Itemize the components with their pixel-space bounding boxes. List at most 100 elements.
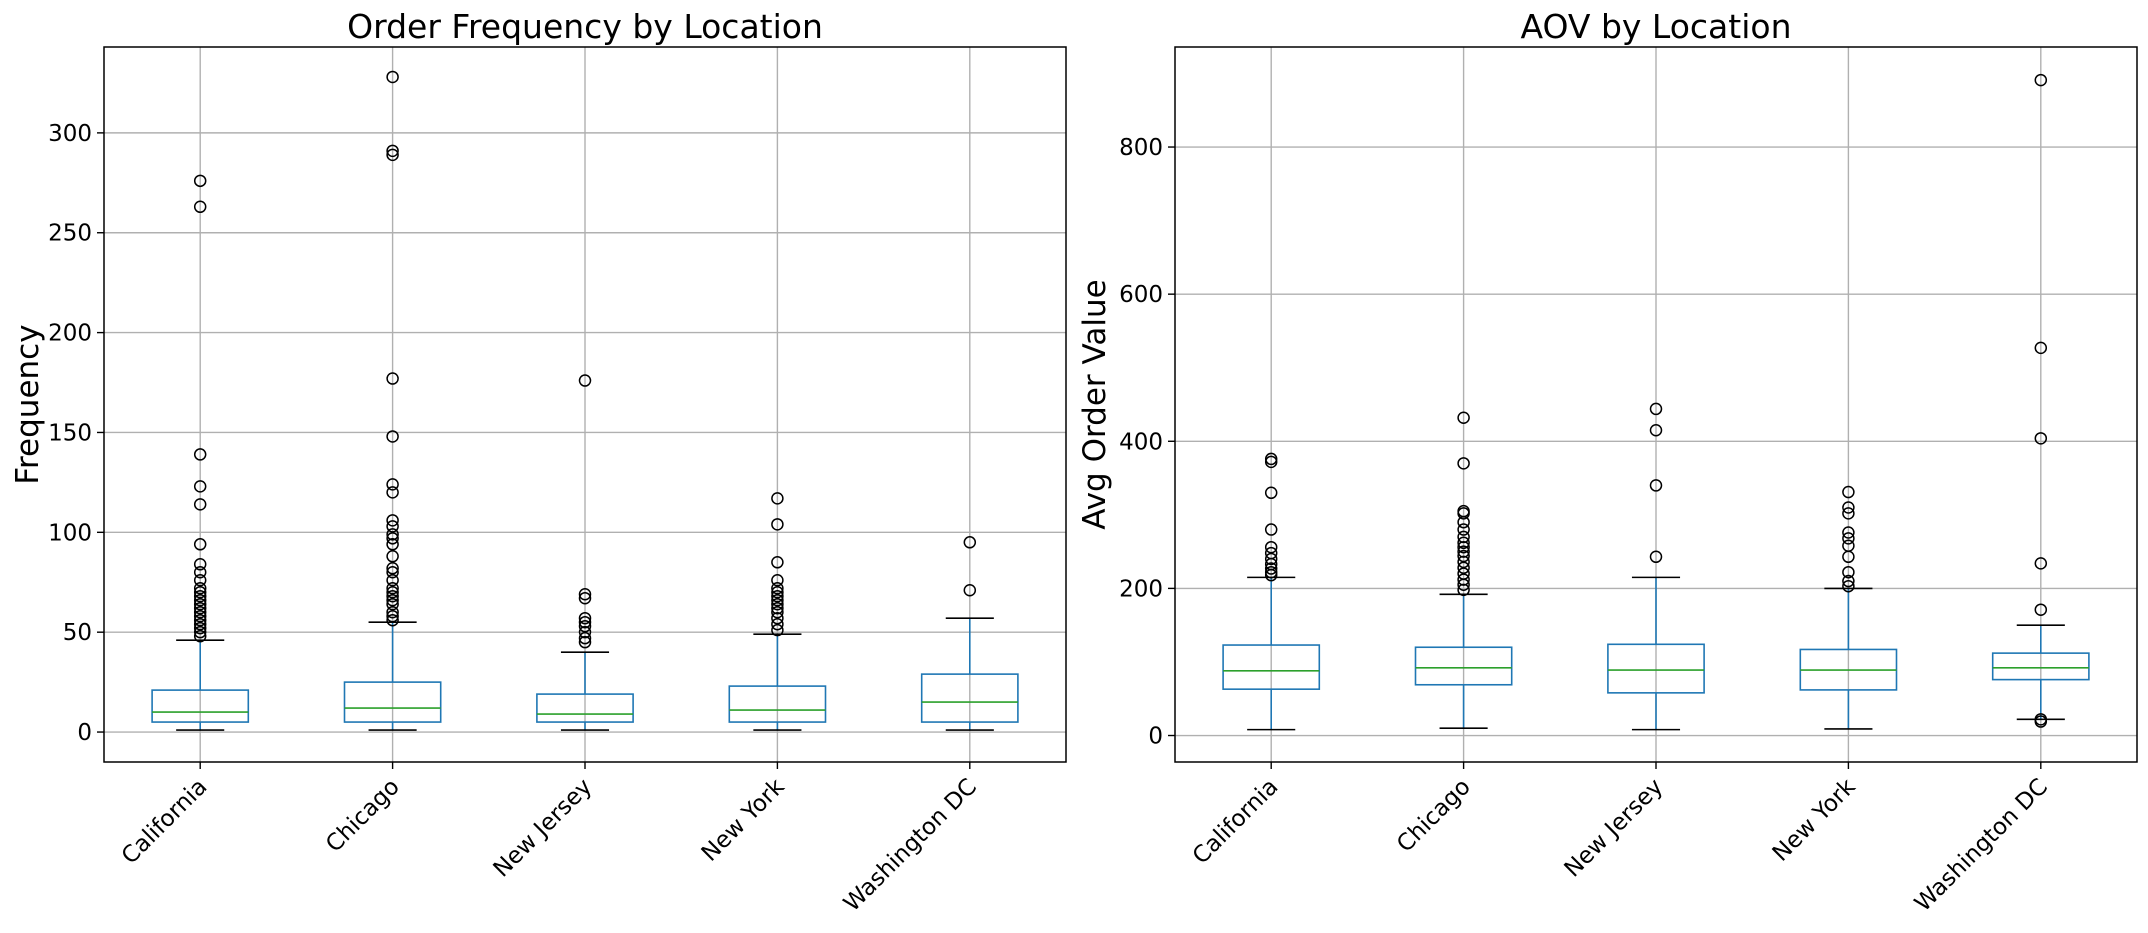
outlier-point [578, 591, 592, 605]
boxplot-2 [1414, 411, 1513, 729]
boxplot-1 [1222, 452, 1321, 731]
outlier-point [578, 631, 592, 645]
outlier-point [386, 538, 399, 551]
boxplot-4 [1799, 485, 1898, 730]
outlier-point [1649, 479, 1663, 492]
y-tick-label: 300 [48, 121, 92, 147]
y-tick-label: 100 [48, 520, 92, 546]
outlier-point [1457, 523, 1470, 536]
outlier-point [386, 597, 399, 611]
outlier-point [1842, 532, 1855, 545]
outlier-point [193, 574, 207, 587]
outlier-point [193, 593, 207, 607]
outlier-point [963, 536, 977, 549]
outlier-point [386, 562, 399, 575]
outlier-point [1264, 552, 1278, 566]
outlier-point [2034, 73, 2048, 87]
outlier-point [771, 605, 784, 619]
outlier-point [1649, 550, 1663, 564]
outlier-point [1457, 567, 1470, 580]
outlier-point [771, 492, 784, 505]
outlier-point [386, 514, 399, 527]
box-layer [151, 70, 1019, 731]
iqr-box [1607, 643, 1705, 694]
y-axis-label: Frequency [10, 324, 46, 484]
y-tick-label: 600 [1119, 282, 1163, 308]
y-axis-label: Avg Order Value [1077, 279, 1113, 529]
outlier-point [193, 601, 207, 615]
outlier-point [578, 374, 592, 387]
outlier-point [193, 581, 207, 595]
outlier-point [771, 623, 784, 637]
outlier-point [1842, 485, 1855, 499]
y-tick-label: 200 [1119, 576, 1163, 602]
boxplot-4 [728, 492, 827, 731]
outlier-point [771, 601, 784, 615]
outlier-point [386, 144, 399, 158]
outlier-point [386, 486, 399, 499]
iqr-box [920, 673, 1019, 723]
outlier-point [1264, 540, 1278, 554]
outlier-point [1842, 565, 1855, 579]
outlier-point [193, 585, 207, 599]
outlier-point [386, 430, 399, 443]
outlier-point [771, 611, 784, 625]
outlier-point [193, 629, 207, 643]
outlier-point [386, 70, 399, 84]
outlier-point [1457, 573, 1470, 586]
outlier-point [1649, 423, 1663, 437]
outlier-point [1457, 561, 1470, 575]
outlier-point [1457, 411, 1470, 424]
outlier-point [386, 613, 399, 627]
outlier-point [193, 609, 207, 623]
outlier-point [1264, 565, 1278, 579]
outlier-point [578, 619, 592, 633]
outlier-point [386, 593, 399, 607]
outlier-point [1457, 536, 1470, 550]
y-tick-label: 0 [77, 720, 92, 746]
outlier-point [2034, 432, 2048, 445]
outlier-point [1457, 545, 1470, 558]
outlier-point [386, 605, 399, 619]
iqr-box [151, 689, 250, 723]
outlier-point [963, 583, 977, 597]
outlier-point [386, 585, 399, 599]
boxplot-1 [151, 174, 250, 731]
outlier-point [1264, 452, 1278, 466]
outlier-point [386, 609, 399, 623]
outlier-point [1842, 579, 1855, 593]
outlier-point [193, 200, 207, 214]
outlier-point [771, 593, 784, 607]
outlier-point [193, 625, 207, 639]
boxplot-3 [1607, 402, 1705, 731]
outlier-point [1842, 526, 1855, 539]
outlier-point [193, 621, 207, 635]
outlier-point [386, 372, 399, 385]
outlier-point [386, 478, 399, 491]
y-tick-label: 0 [1148, 724, 1163, 750]
outlier-point [193, 613, 207, 627]
outlier-point [386, 528, 399, 541]
outlier-point [386, 574, 399, 587]
outlier-point [193, 498, 207, 511]
outlier-point [578, 635, 592, 649]
outlier-point [771, 574, 784, 587]
outlier-point [386, 520, 399, 533]
outlier-point [771, 581, 784, 595]
y-tick-label: 150 [48, 420, 92, 446]
iqr-box [1222, 644, 1321, 690]
outlier-point [1457, 504, 1470, 518]
outlier-point [1264, 523, 1278, 536]
boxplot-2 [343, 70, 442, 731]
outlier-point [1457, 549, 1470, 563]
outlier-point [193, 566, 207, 579]
outlier-point [771, 518, 784, 531]
outlier-point [386, 589, 399, 603]
outlier-point [1842, 507, 1855, 520]
outlier-point [193, 174, 207, 188]
y-tick-label: 800 [1119, 135, 1163, 161]
outlier-point [193, 597, 207, 611]
outlier-point [578, 587, 592, 601]
